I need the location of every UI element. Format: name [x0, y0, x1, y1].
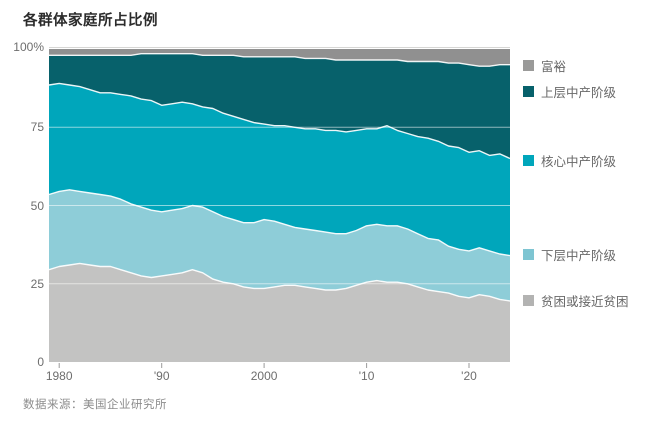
x-tick-label-1990: '90	[153, 369, 170, 383]
band-下层中产阶级	[49, 189, 510, 301]
y-tick-label-50: 50	[30, 198, 44, 213]
lower-middle-swatch-icon	[523, 249, 534, 260]
x-tick-label-2010: '10	[358, 369, 375, 383]
core-middle-swatch-icon	[523, 155, 534, 166]
band-boundary-line	[48, 189, 511, 257]
x-tick-label-2000: 2000	[250, 369, 278, 383]
x-tick-label-2020: '20	[461, 369, 477, 383]
legend-item-rich: 富裕	[523, 56, 566, 75]
legend-label: 核心中产阶级	[541, 155, 617, 169]
legend-item-poor: 贫困或接近贫困	[523, 291, 629, 310]
legend-label: 上层中产阶级	[541, 86, 617, 100]
y-tick-label-25: 25	[30, 276, 44, 291]
upper-middle-swatch-icon	[523, 86, 534, 97]
data-source-note: 数据来源：美国企业研究所	[23, 399, 167, 411]
x-tick-label-1980: 1980	[45, 369, 73, 383]
band-boundary-line	[48, 262, 511, 302]
band-boundary-line	[48, 82, 511, 160]
poor-swatch-icon	[523, 295, 534, 306]
legend-label: 下层中产阶级	[541, 249, 617, 263]
legend-item-lower-middle: 下层中产阶级	[523, 245, 616, 264]
rich-swatch-icon	[523, 60, 534, 71]
legend-label: 贫困或接近贫困	[541, 295, 629, 309]
band-核心中产阶级	[49, 83, 510, 256]
y-tick-label-75: 75	[30, 120, 44, 135]
legend-label: 富裕	[541, 60, 567, 74]
y-tick-label-100: 100%	[13, 40, 44, 54]
legend-item-core-middle: 核心中产阶级	[523, 151, 616, 170]
chart-legend: 富裕 上层中产阶级 核心中产阶级 下层中产阶级 贫困或接近贫困	[523, 0, 648, 421]
band-上层中产阶级	[49, 53, 510, 159]
band-贫困或接近贫困	[49, 263, 510, 362]
legend-item-upper-middle: 上层中产阶级	[523, 82, 616, 101]
page-title: 各群体家庭所占比例	[23, 13, 158, 29]
y-tick-label-0: 0	[37, 355, 44, 369]
band-boundary-line	[49, 53, 510, 67]
